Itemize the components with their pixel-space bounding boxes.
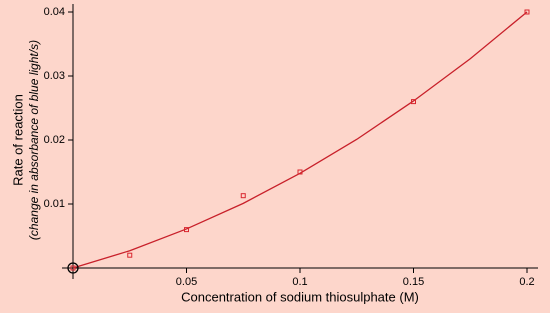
y-axis-title: Rate of reaction	[10, 94, 25, 186]
y-tick-label: 0.04	[44, 6, 65, 18]
y-tick-label: 0.03	[44, 70, 65, 82]
x-tick-label: 0.2	[519, 276, 534, 288]
x-tick-label: 0.15	[403, 276, 424, 288]
point	[411, 99, 416, 105]
origin-marker	[67, 262, 79, 274]
point	[127, 252, 133, 258]
point	[70, 265, 76, 271]
point	[240, 193, 246, 199]
x-tick-label: 0.1	[292, 276, 307, 288]
fit-curve	[72, 11, 528, 269]
point	[297, 169, 303, 175]
y-tick-label: 0.01	[44, 198, 65, 210]
y-axis-subtitle: (change in absorbance of blue light/s)	[27, 40, 41, 240]
x-tick-label: 0.05	[176, 276, 197, 288]
x-axis-title: Concentration of sodium thiosulphate (M)	[181, 289, 419, 304]
point	[184, 227, 189, 233]
y-tick-label: 0.02	[44, 134, 65, 146]
point	[524, 9, 530, 15]
